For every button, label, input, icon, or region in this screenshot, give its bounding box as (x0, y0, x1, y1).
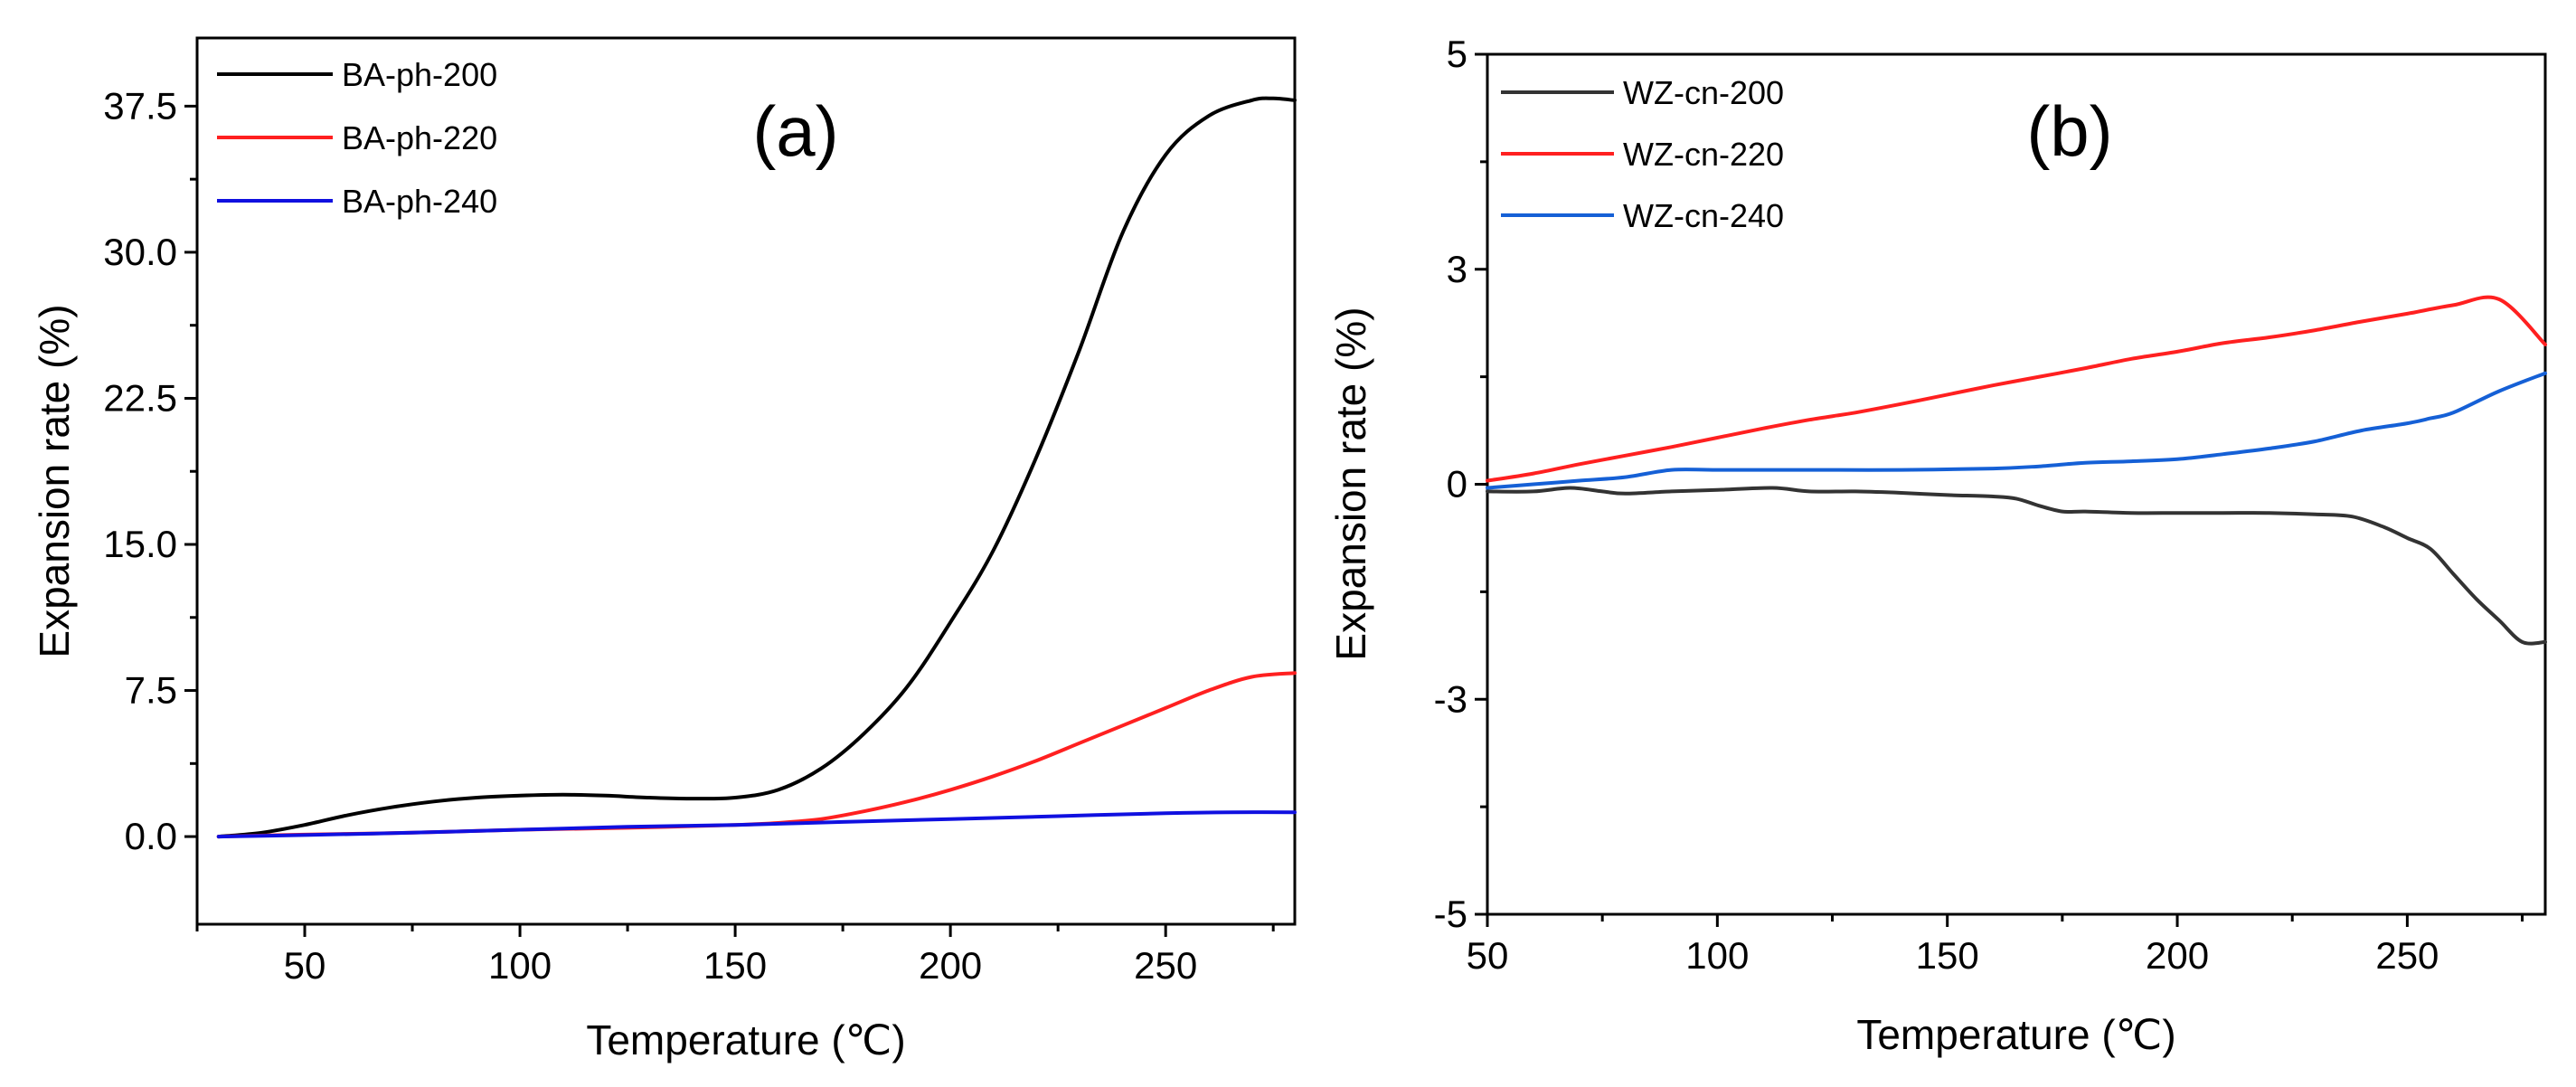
y-tick-label-a: 0.0 (125, 815, 177, 857)
y-tick-label-a: 30.0 (103, 231, 177, 273)
chart-panel-a: 50 100 150 200 250 0.0 7.5 15.0 22.5 30.0 37.5 (a)… (31, 36, 1297, 1063)
panel-title-b: (b) (2026, 91, 2112, 171)
series-layer-b (1486, 295, 2547, 646)
y-tick-label-b: -5 (1434, 893, 1467, 935)
ticks-b: 50 100 150 200 250 -5 -3 0 3 5 (1434, 33, 2524, 977)
legend-label-BA-ph-220: BA-ph-220 (342, 119, 497, 156)
x-tick-label-b: 50 (1467, 934, 1509, 977)
series-line-BA-ph-240 (216, 810, 1297, 839)
y-tick-label-a: 22.5 (103, 376, 177, 419)
x-tick-label-a: 250 (1134, 944, 1197, 987)
legend-label-WZ-cn-200: WZ-cn-200 (1623, 74, 1784, 111)
y-tick-label-b: 5 (1447, 33, 1467, 75)
x-tick-label-b: 100 (1685, 934, 1749, 977)
x-axis-label-b: Temperature (℃) (1856, 1011, 2175, 1058)
series-line-BA-ph-220 (216, 671, 1297, 839)
legend-label-WZ-cn-240: WZ-cn-240 (1623, 197, 1784, 234)
y-axis-label-b: Expansion rate (%) (1327, 307, 1374, 660)
plot-frame-a (195, 36, 1297, 926)
legend-label-BA-ph-200: BA-ph-200 (342, 56, 497, 93)
legend-label-WZ-cn-220: WZ-cn-220 (1623, 136, 1784, 173)
y-tick-label-b: 3 (1447, 248, 1467, 290)
x-tick-label-a: 200 (919, 944, 982, 987)
series-line-BA-ph-200 (216, 96, 1297, 839)
legend-label-BA-ph-240: BA-ph-240 (342, 183, 497, 220)
y-tick-label-a: 7.5 (125, 669, 177, 712)
y-tick-label-b: 0 (1447, 463, 1467, 506)
y-axis-label-a: Expansion rate (%) (31, 304, 78, 657)
y-tick-label-a: 37.5 (103, 84, 177, 127)
series-layer-a (216, 96, 1297, 839)
plot-frame-b (1486, 52, 2547, 916)
x-tick-label-a: 100 (488, 944, 552, 987)
x-axis-label-a: Temperature (℃) (586, 1016, 905, 1063)
y-tick-label-a: 15.0 (103, 523, 177, 565)
panel-title-a: (a) (752, 91, 838, 171)
x-tick-label-b: 150 (1916, 934, 1979, 977)
chart-panel-b: 50 100 150 200 250 -5 -3 0 3 5 (b) Temperature (℃… (1327, 33, 2547, 1058)
legend-b: WZ-cn-200 WZ-cn-220 WZ-cn-240 (1501, 74, 1784, 234)
ticks-a: 50 100 150 200 250 0.0 7.5 15.0 22.5 30.0 37.5 (103, 84, 1275, 987)
series-line-WZ-cn-200 (1486, 486, 2547, 646)
series-line-WZ-cn-220 (1486, 295, 2547, 483)
y-tick-label-b: -3 (1434, 677, 1467, 720)
series-line-WZ-cn-240 (1486, 371, 2547, 490)
x-tick-label-a: 50 (284, 944, 326, 987)
x-tick-label-a: 150 (703, 944, 767, 987)
x-tick-label-b: 200 (2146, 934, 2209, 977)
legend-a: BA-ph-200 BA-ph-220 BA-ph-240 (217, 56, 497, 220)
x-tick-label-b: 250 (2375, 934, 2439, 977)
